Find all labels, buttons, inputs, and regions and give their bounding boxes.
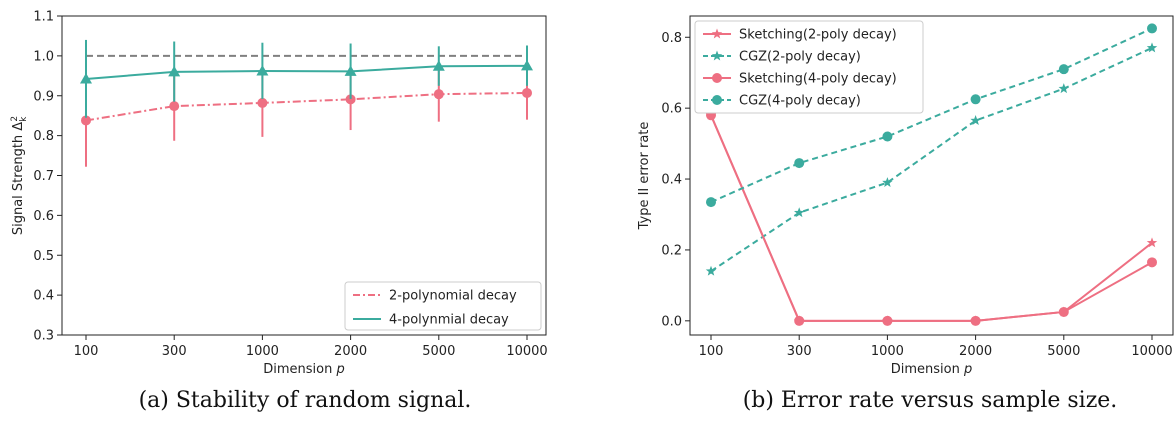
data-point: [80, 73, 92, 84]
data-point: [793, 207, 805, 218]
x-tick-label: 10000: [1131, 344, 1172, 359]
y-tick-label: 0.0: [661, 314, 682, 329]
y-tick-label: 0.7: [33, 169, 54, 184]
data-point: [257, 97, 268, 108]
series-2-polynomial-decay: [81, 66, 532, 167]
data-point: [256, 65, 269, 76]
x-tick-label: 10000: [506, 344, 547, 359]
x-axis-label-a: Dimension p: [263, 362, 345, 377]
legend-label: Sketching(2-poly decay): [739, 28, 897, 43]
data-point: [344, 65, 357, 76]
data-point: [168, 65, 181, 77]
data-point: [522, 87, 532, 98]
data-point: [1147, 257, 1157, 268]
y-axis-label-a: Signal Strength Δk2: [10, 116, 29, 235]
y-tick-label: 0.5: [33, 249, 54, 264]
data-point: [970, 115, 981, 126]
x-tick-label: 300: [162, 344, 187, 359]
data-point: [1058, 83, 1070, 94]
series-4-polynmial-decay: [80, 39, 533, 118]
y-tick-label: 0.4: [33, 289, 54, 304]
data-point: [706, 197, 716, 208]
legend-label: CGZ(4-poly decay): [739, 94, 861, 109]
data-point: [521, 59, 533, 71]
series-sketching-4-poly-decay-: [706, 110, 1157, 326]
x-tick-label: 2000: [334, 344, 367, 359]
data-point: [1058, 64, 1069, 75]
series-line: [710, 46, 1153, 273]
x-tick-label: 5000: [1047, 344, 1080, 359]
data-point: [81, 115, 91, 126]
legend-box: [694, 20, 924, 114]
data-point: [1147, 23, 1157, 34]
y-tick-label: 1.0: [33, 49, 54, 64]
y-axis-label-b: Type II error rate: [637, 122, 652, 231]
legend-label: 2-polynomial decay: [389, 289, 517, 304]
y-tick-label: 0.3: [33, 329, 54, 344]
data-point: [432, 60, 445, 71]
series-line: [710, 114, 1153, 322]
series-cgz-2-poly-decay-: [705, 42, 1158, 276]
x-tick-label: 5000: [422, 344, 455, 359]
legend-marker: [711, 50, 723, 61]
legend-b: Sketching(2-poly decay) CGZ(2-poly decay)…: [694, 20, 924, 114]
panel-a: 0.3 0.4 0.5 0.6 0.7 0.8 0.9 1.0 1.1 100 300 1000 200…: [10, 10, 548, 414]
x-tick-label: 1000: [871, 344, 904, 359]
series-sketching-2-poly-decay-: [705, 109, 1158, 326]
y-tick-label: 0.2: [661, 243, 682, 258]
data-point: [882, 131, 893, 142]
panel-b: 0.0 0.2 0.4 0.6 0.8 100 300 1000 2000 5000 10000 D…: [637, 15, 1174, 413]
data-point: [1146, 237, 1158, 248]
x-tick-label: 1000: [246, 344, 279, 359]
plot-frame-b: [689, 15, 1174, 336]
caption-a: (a) Stability of random signal.: [139, 388, 472, 413]
data-point: [882, 315, 893, 326]
data-point: [794, 315, 805, 326]
data-point: [169, 101, 180, 112]
data-point: [1146, 42, 1158, 53]
data-point: [1058, 306, 1069, 317]
x-tick-label: 300: [787, 344, 812, 359]
y-tick-label: 0.9: [33, 89, 54, 104]
x-tick-label: 100: [74, 344, 99, 359]
data-point: [970, 315, 981, 326]
data-point: [345, 94, 356, 105]
legend-label: CGZ(2-poly decay): [739, 50, 861, 65]
series-line: [85, 91, 528, 122]
series-line: [85, 64, 528, 80]
series-line: [710, 114, 1153, 322]
legend-box: [344, 281, 542, 331]
data-point: [794, 158, 805, 169]
data-point: [433, 89, 444, 100]
legend-marker: [711, 28, 723, 39]
legend-label: Sketching(4-poly decay): [739, 72, 897, 87]
data-point: [705, 265, 717, 276]
x-tick-label: 100: [699, 344, 724, 359]
caption-b: (b) Error rate versus sample size.: [743, 388, 1118, 413]
data-point: [882, 177, 893, 188]
x-axis-label-b: Dimension p: [891, 362, 973, 377]
series-cgz-4-poly-decay-: [706, 23, 1157, 208]
legend-label: 4-polynmial decay: [389, 313, 509, 328]
series-line: [710, 27, 1153, 203]
y-tick-label: 0.4: [661, 173, 682, 188]
y-tick-label: 1.1: [33, 10, 54, 25]
legend-a: 2-polynomial decay 4-polynmial decay: [344, 281, 542, 331]
data-point: [970, 94, 981, 105]
y-tick-label: 0.8: [33, 129, 54, 144]
y-tick-label: 0.8: [661, 31, 682, 46]
legend-marker: [712, 95, 722, 105]
legend-marker: [712, 73, 722, 83]
x-tick-label: 2000: [959, 344, 992, 359]
y-tick-label: 0.6: [661, 102, 682, 117]
y-tick-label: 0.6: [33, 209, 54, 224]
